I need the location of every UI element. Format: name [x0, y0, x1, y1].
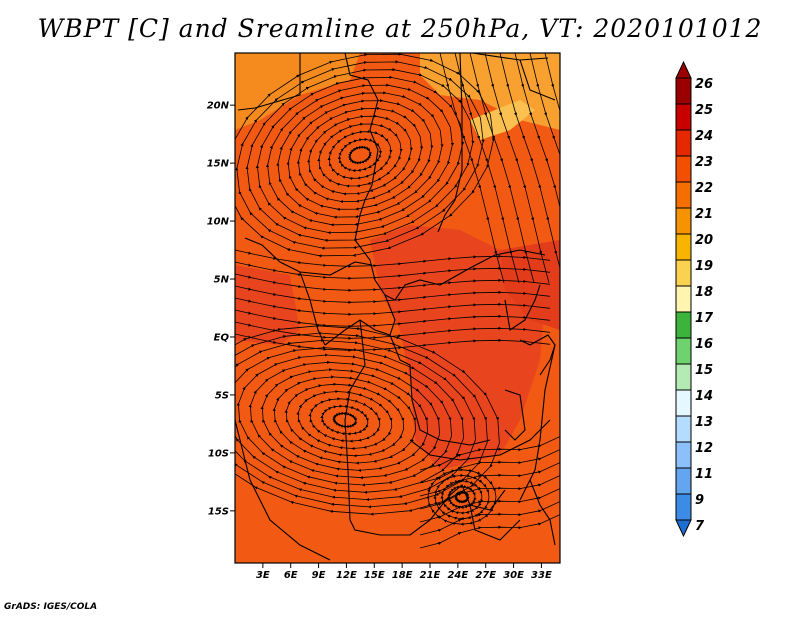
colorbar-swatch [675, 285, 692, 313]
lat-label: 5S [215, 390, 229, 401]
longitude-axis: 3E 6E 9E 12E 15E 18E 21E 24E 27E 30E 33E [256, 563, 552, 581]
colorbar-label: 16 [695, 337, 713, 352]
colorbar-swatch [675, 233, 692, 261]
plot-frame [234, 52, 561, 564]
lon-label: 3E [256, 570, 270, 581]
colorbar-bottom-arrow [675, 519, 692, 538]
colorbar-swatch [675, 363, 692, 391]
streamline [529, 53, 560, 255]
colorbar-swatch [675, 493, 692, 521]
lon-label: 9E [312, 570, 326, 581]
lon-label: 24E [447, 570, 468, 581]
lat-label: 20N [207, 101, 230, 112]
lat-label: 10S [208, 448, 229, 459]
lon-label: 30E [503, 570, 524, 581]
colorbar-label: 23 [695, 155, 713, 170]
colorbar-label: 24 [695, 129, 713, 144]
lon-label: 33E [531, 570, 552, 581]
map-title: WBPT [C] and Sreamline at 250hPa, VT: 20… [37, 14, 763, 43]
streamlines [235, 53, 560, 549]
country-borders [235, 53, 556, 561]
colorbar-label: 11 [695, 467, 713, 482]
colorbar-label: 21 [695, 207, 713, 222]
colorbar-label: 19 [695, 259, 713, 274]
colorbar-swatch [675, 129, 692, 157]
colorbar-label: 7 [695, 519, 705, 534]
lon-label: 15E [364, 570, 385, 581]
colorbar-label: 20 [695, 233, 713, 248]
colorbar-swatch [675, 337, 692, 365]
grads-credit: GrADS: IGES/COLA [4, 602, 98, 612]
lat-label: 15S [208, 506, 229, 517]
colorbar-label: 18 [695, 285, 713, 300]
colorbar-swatch [675, 207, 692, 235]
streamline [235, 333, 551, 352]
colorbar-swatch [675, 467, 692, 495]
lon-label: 21E [420, 570, 441, 581]
colorbar-label: 17 [695, 311, 714, 326]
lon-label: 18E [392, 570, 413, 581]
lat-label: 10N [207, 217, 230, 228]
colorbar-label: 9 [695, 493, 704, 508]
lon-label: 27E [475, 570, 496, 581]
streamline [235, 324, 500, 516]
lon-label: 6E [284, 570, 298, 581]
colorbar-swatch [675, 155, 692, 183]
colorbar-swatch [675, 77, 692, 105]
plot-area [235, 53, 560, 563]
colorbar-label: 13 [695, 415, 713, 430]
lat-label: EQ [214, 332, 230, 343]
colorbar-swatch [675, 181, 692, 209]
streamline [419, 514, 560, 549]
colorbar-swatch [675, 311, 692, 339]
colorbar-swatch [675, 415, 692, 443]
colorbar-swatch [675, 441, 692, 469]
colorbar-label: 15 [695, 363, 713, 378]
colorbar-swatch [675, 103, 692, 131]
colorbar: 26 25 24 23 22 21 20 19 18 17 16 15 14 13 12 11 9 7 [675, 60, 714, 538]
lat-label: 15N [207, 159, 230, 170]
colorbar-swatch [675, 389, 692, 417]
colorbar-label: 12 [695, 441, 713, 456]
latitude-axis: 20N 15N 10N 5N EQ 5S 10S 15S [207, 101, 235, 517]
colorbar-top-arrow [675, 60, 692, 79]
colorbar-swatch [675, 259, 692, 287]
lon-label: 12E [336, 570, 357, 581]
lat-label: 5N [214, 275, 230, 286]
colorbar-label: 22 [695, 181, 713, 196]
colorbar-label: 26 [695, 77, 713, 92]
colorbar-label: 14 [695, 389, 713, 404]
streamline [544, 53, 560, 255]
colorbar-label: 25 [695, 103, 713, 118]
